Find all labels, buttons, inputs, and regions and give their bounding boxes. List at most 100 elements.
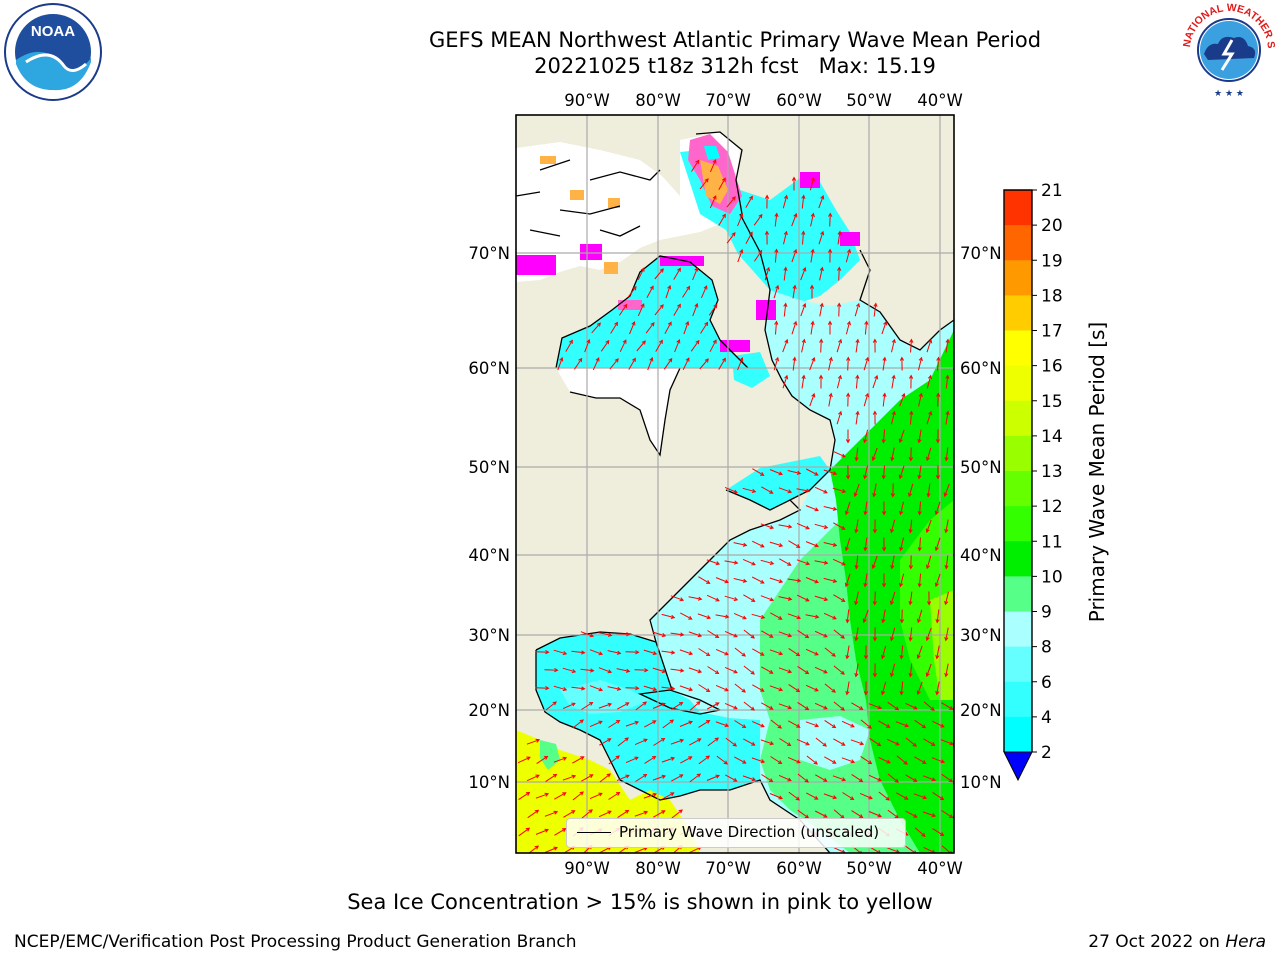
wave-arrow: [836, 339, 842, 353]
wave-arrow: [836, 411, 842, 425]
wave-arrow-head: [722, 357, 726, 362]
wave-arrow-head: [769, 741, 775, 746]
wave-arrow: [782, 339, 788, 353]
wave-arrow: [599, 773, 611, 783]
wave-arrow-head: [679, 774, 684, 779]
wave-arrow-head: [832, 578, 838, 583]
wave-arrow: [828, 357, 832, 371]
wave-arrow-head: [831, 724, 837, 729]
wave-arrow-head: [581, 686, 586, 691]
wave-arrow-head: [787, 669, 793, 674]
wave-arrow: [855, 627, 859, 641]
wave-arrow-head: [607, 632, 613, 637]
wave-arrow: [864, 501, 868, 515]
wave-arrow-head: [894, 814, 900, 819]
wave-arrow-head: [858, 814, 864, 818]
wave-arrow: [733, 578, 747, 582]
wave-arrow-head: [918, 392, 923, 398]
wave-arrow: [616, 774, 630, 782]
wave-arrow-head: [625, 702, 630, 707]
wave-arrow-head: [804, 634, 810, 639]
wave-arrow-head: [784, 374, 789, 380]
wave-arrow: [589, 792, 603, 800]
wave-arrow: [644, 756, 656, 764]
wave-arrow-head: [596, 322, 601, 327]
svg-text:★ ★ ★: ★ ★ ★: [1214, 89, 1244, 99]
colorbar-tick-label: 16: [1041, 357, 1063, 377]
wave-arrow-head: [819, 302, 824, 308]
wave-arrow: [690, 340, 700, 352]
svg-text:70°N: 70°N: [960, 244, 1002, 263]
wave-arrow-head: [661, 669, 667, 674]
wave-arrow: [909, 627, 913, 641]
wave-arrow-head: [562, 828, 567, 832]
wave-arrow-head: [741, 652, 746, 657]
wave-arrow: [619, 339, 627, 353]
wave-arrow: [716, 755, 728, 765]
wave-arrow: [945, 663, 949, 677]
wave-arrow: [823, 506, 837, 510]
wave-arrow-head: [854, 600, 859, 606]
wave-arrow: [661, 757, 675, 763]
colorbar-tick-label: 12: [1041, 497, 1063, 517]
wave-arrow: [860, 719, 872, 729]
wave-arrow: [922, 775, 936, 781]
wave-arrow: [935, 501, 941, 515]
wave-arrow: [770, 719, 782, 729]
wave-arrow-head: [871, 456, 876, 462]
wave-arrow-head: [831, 652, 836, 657]
wave-arrow: [679, 721, 693, 727]
wave-arrow-head: [659, 304, 664, 309]
wave-arrow: [760, 739, 774, 745]
wave-arrow: [908, 483, 914, 497]
wave-arrow: [810, 249, 814, 263]
wave-arrow-head: [930, 706, 935, 711]
wave-arrow: [635, 774, 647, 782]
wave-arrow: [913, 793, 927, 799]
wave-arrow-head: [922, 795, 928, 800]
wave-arrow-head: [931, 813, 937, 818]
wave-arrow-head: [872, 673, 878, 678]
noaa-logo-text: NOAA: [31, 23, 75, 40]
wave-arrow: [937, 393, 939, 407]
wave-arrow-head: [804, 670, 810, 675]
wave-arrow: [836, 375, 842, 389]
wave-arrow-head: [854, 565, 859, 570]
wave-arrow-head: [715, 702, 720, 707]
wave-arrow-head: [845, 654, 850, 660]
wave-arrow: [737, 249, 743, 263]
wave-arrow: [536, 755, 548, 765]
wave-arrow-head: [854, 528, 859, 534]
wave-arrow: [562, 702, 576, 710]
wave-arrow: [692, 267, 698, 281]
wave-arrow: [842, 792, 854, 800]
wave-arrow-head: [935, 654, 940, 660]
wave-arrow: [809, 393, 815, 407]
wave-arrow: [909, 519, 913, 533]
wave-arrow: [788, 540, 800, 548]
wave-arrow: [936, 645, 940, 659]
wave-arrow: [609, 358, 619, 370]
wave-arrow: [833, 738, 845, 746]
wave-arrow-head: [554, 667, 559, 673]
wave-arrow: [709, 159, 717, 173]
wave-arrow-head: [598, 651, 604, 656]
wave-arrow-head: [820, 230, 825, 236]
wave-arrow-head: [877, 777, 882, 782]
wave-arrow-head: [828, 356, 833, 362]
wave-arrow: [545, 701, 557, 711]
wave-arrow: [778, 774, 792, 782]
svg-text:30°N: 30°N: [960, 626, 1002, 645]
wave-arrow: [553, 757, 567, 763]
svg-text:60°W: 60°W: [776, 859, 822, 878]
wave-arrow: [573, 358, 583, 370]
wave-arrow-head: [945, 410, 950, 416]
wave-arrow-head: [562, 792, 567, 797]
wave-arrow: [692, 303, 698, 317]
wave-arrow: [873, 303, 877, 317]
wave-arrow-head: [605, 339, 610, 345]
wave-arrow: [782, 375, 788, 389]
wave-arrow: [940, 739, 954, 745]
wave-arrow-head: [581, 650, 586, 655]
wave-arrow-head: [741, 724, 747, 729]
